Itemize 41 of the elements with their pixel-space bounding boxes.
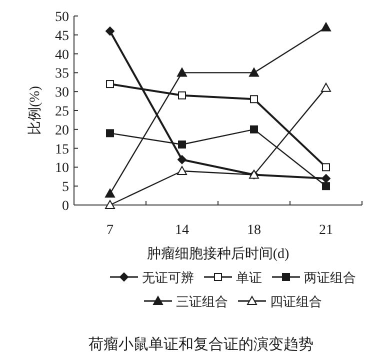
point <box>250 95 258 104</box>
legend-label: 两证组合 <box>304 270 356 285</box>
point <box>178 140 186 149</box>
point <box>321 22 331 32</box>
legend-label: 无证可辨 <box>142 270 194 285</box>
y-tick-label: 35 <box>55 66 69 82</box>
point <box>106 129 114 138</box>
y-tick-label: 50 <box>55 10 69 25</box>
point <box>105 188 115 198</box>
point <box>178 155 186 164</box>
legend-label: 四证组合 <box>270 294 322 309</box>
text: 荷瘤小鼠单证和复合证的演变趋势 <box>88 336 314 353</box>
y-tick-label: 5 <box>62 180 69 196</box>
x-tick-label: 14 <box>175 223 189 238</box>
y-tick-label: 10 <box>55 161 69 176</box>
point <box>322 163 330 172</box>
point <box>322 182 330 190</box>
point <box>178 91 186 100</box>
x-tick-label: 7 <box>106 223 114 238</box>
point <box>106 26 114 36</box>
y-tick-label: 25 <box>55 104 69 120</box>
point <box>105 200 115 209</box>
y-tick-label: 30 <box>55 86 69 101</box>
point <box>321 82 331 92</box>
x-axis-title: 肿瘤细胞接种后时间(d) <box>146 246 290 262</box>
point <box>177 68 187 77</box>
y-tick-label: 15 <box>55 142 69 158</box>
y-tick-label: 45 <box>55 28 69 44</box>
point <box>322 174 330 184</box>
x-tick-label: 21 <box>319 223 333 238</box>
y-tick-label: 20 <box>55 123 69 138</box>
point <box>177 166 187 175</box>
point <box>249 68 259 77</box>
x-tick-label: 18 <box>247 223 261 238</box>
legend-label: 三证组合 <box>176 294 228 309</box>
point <box>106 80 114 88</box>
point <box>250 125 258 134</box>
legend-label: 单证 <box>236 270 262 285</box>
y-tick-label: 40 <box>55 48 69 63</box>
y-axis-title: 比例(%) <box>27 86 43 135</box>
y-tick-label: 0 <box>62 199 69 214</box>
